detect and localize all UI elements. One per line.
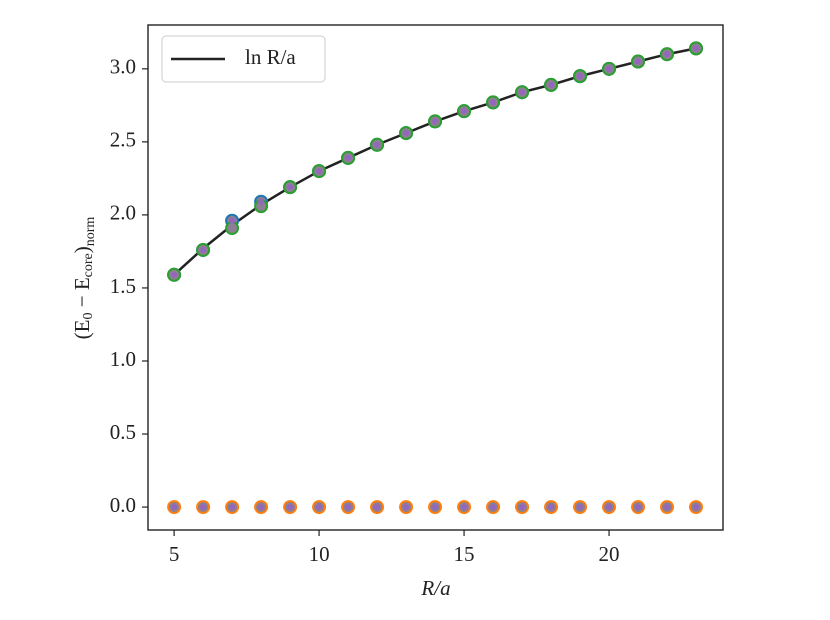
- dot: [664, 504, 671, 511]
- dot: [316, 168, 323, 175]
- dot: [490, 99, 497, 106]
- dot: [316, 504, 323, 511]
- dot: [258, 198, 265, 205]
- dot: [432, 118, 439, 125]
- dot: [664, 51, 671, 58]
- dot: [229, 504, 236, 511]
- plot-frame: [147, 24, 724, 531]
- y-tick-label: 2.5: [110, 128, 136, 152]
- dot: [432, 504, 439, 511]
- y-tick-label: 0.5: [110, 420, 136, 444]
- dot: [200, 504, 207, 511]
- dot: [693, 504, 700, 511]
- dot: [577, 73, 584, 80]
- dot: [287, 504, 294, 511]
- y-label-sub: norm: [83, 217, 98, 247]
- x-axis-label: R/a: [420, 576, 450, 600]
- dot: [577, 504, 584, 511]
- y-label-part: (E: [70, 320, 94, 340]
- y-tick-label: 0.0: [110, 493, 136, 517]
- dot: [548, 81, 555, 88]
- dot: [548, 504, 555, 511]
- dot: [490, 504, 497, 511]
- dot: [345, 504, 352, 511]
- x-tick-label: 20: [599, 542, 620, 566]
- dot: [345, 154, 352, 161]
- y-label-part: ): [70, 246, 94, 253]
- y-tick-label: 1.5: [110, 274, 136, 298]
- y-tick-label: 1.0: [110, 347, 136, 371]
- y-label-part: − E: [70, 277, 94, 312]
- dot: [635, 504, 642, 511]
- marker: [225, 221, 240, 236]
- dot: [171, 504, 178, 511]
- dot: [374, 141, 381, 148]
- dot: [403, 504, 410, 511]
- dot: [200, 246, 207, 253]
- dot: [693, 45, 700, 52]
- legend-label: ln R/a: [245, 45, 296, 69]
- dot: [374, 504, 381, 511]
- dot: [519, 89, 526, 96]
- dot: [635, 58, 642, 65]
- x-tick-label: 10: [309, 542, 330, 566]
- x-tick-label: 15: [454, 542, 475, 566]
- dot: [287, 184, 294, 191]
- dot: [519, 504, 526, 511]
- y-tick-label: 3.0: [110, 55, 136, 79]
- dot: [606, 504, 613, 511]
- y-tick-label: 2.0: [110, 201, 136, 225]
- y-axis-label: (E0 − Ecore)norm: [70, 217, 98, 340]
- dot: [258, 504, 265, 511]
- dot: [461, 108, 468, 115]
- x-tick-label: 5: [169, 542, 180, 566]
- dot: [403, 130, 410, 137]
- y-label-sub: 0: [81, 313, 96, 320]
- y-label-sub: core: [81, 253, 96, 277]
- dot: [171, 271, 178, 278]
- dot: [461, 504, 468, 511]
- dot: [606, 65, 613, 72]
- legend-box: [161, 35, 326, 83]
- dot: [229, 217, 236, 224]
